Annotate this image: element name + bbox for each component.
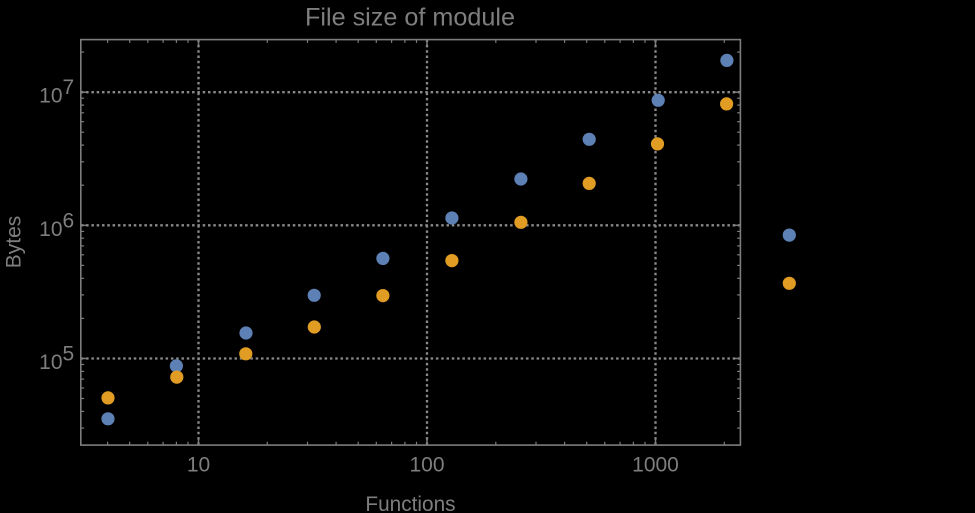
svg-text:10: 10 (39, 218, 62, 241)
svg-text:Functions: Functions (365, 493, 455, 513)
svg-text:1000: 1000 (632, 454, 679, 477)
svg-text:10: 10 (39, 351, 62, 374)
svg-text:Bytes: Bytes (3, 216, 26, 269)
svg-text:100: 100 (409, 454, 444, 477)
svg-text:6: 6 (63, 209, 75, 232)
svg-text:File size of module: File size of module (305, 3, 515, 31)
svg-text:10: 10 (187, 454, 210, 477)
svg-text:10: 10 (39, 85, 62, 108)
svg-text:7: 7 (63, 76, 75, 99)
svg-text:5: 5 (63, 343, 75, 366)
